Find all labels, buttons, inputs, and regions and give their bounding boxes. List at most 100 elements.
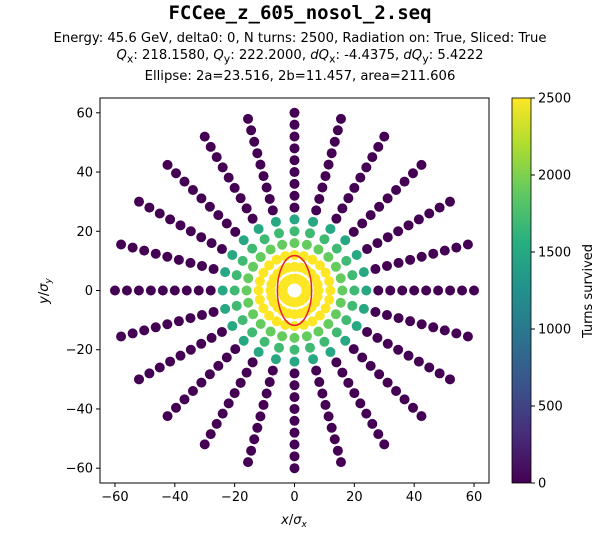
scatter-point — [462, 239, 473, 250]
scatter-point — [347, 300, 358, 311]
scatter-point — [329, 136, 340, 147]
scatter-point — [325, 223, 336, 234]
scatter-point — [199, 439, 210, 450]
scatter-point — [254, 294, 265, 305]
scatter-point — [211, 418, 222, 429]
scatter-point — [253, 347, 264, 358]
scatter-point — [289, 356, 300, 367]
scatter-point — [162, 251, 173, 262]
x-tick-label: 0 — [290, 490, 298, 505]
scatter-point — [211, 152, 222, 163]
y-tick-label: −40 — [66, 402, 93, 417]
scatter-point — [277, 331, 288, 342]
scatter-point — [249, 434, 260, 445]
scatter-point — [289, 155, 300, 166]
scatter-point — [127, 242, 138, 253]
scatter-point — [243, 273, 254, 284]
scatter-point — [382, 377, 393, 388]
scatter-point — [289, 403, 300, 414]
scatter-point — [355, 172, 366, 183]
scatter-point — [349, 182, 360, 193]
scatter-point — [413, 214, 424, 225]
colorbar-tick-label: 2000 — [538, 169, 571, 184]
scatter-point — [150, 322, 161, 333]
scatter-point — [312, 291, 323, 302]
scatter-point — [348, 344, 359, 355]
scatter-point — [199, 131, 210, 142]
scatter-point — [171, 168, 182, 179]
scatter-point — [145, 285, 156, 296]
scatter-point — [258, 399, 269, 410]
x-tick-label: −60 — [101, 490, 128, 505]
scatter-point — [301, 288, 312, 299]
scatter-point — [304, 228, 315, 239]
scatter-point — [213, 360, 224, 371]
scatter-point — [409, 285, 420, 296]
scatter-point — [267, 205, 278, 216]
scatter-point — [258, 303, 269, 314]
scatter-point — [439, 325, 450, 336]
colorbar-axis: 0 500 1000 1500 2000 2500 — [531, 92, 571, 492]
scatter-point — [329, 434, 340, 445]
scatter-point — [325, 285, 336, 296]
scatter-point — [362, 244, 373, 255]
scatter-point — [261, 182, 272, 193]
scatter-point — [444, 196, 455, 207]
scatter-point — [175, 220, 186, 231]
scatter-point — [361, 285, 372, 296]
scatter-point — [289, 202, 300, 213]
scatter-point — [196, 232, 207, 243]
scatter-point — [229, 285, 240, 296]
scatter-point — [230, 226, 241, 237]
scatter-point — [289, 178, 300, 189]
scatter-point — [397, 285, 408, 296]
scatter-point — [379, 131, 390, 142]
scatter-point — [248, 309, 259, 320]
scatter-point — [206, 332, 217, 343]
figure-title: FCCee_z_605_nosol_2.seq — [168, 2, 432, 24]
scatter-point — [335, 297, 346, 308]
scatter-point — [264, 310, 275, 321]
y-tick-label: 20 — [76, 225, 93, 240]
scatter-point — [277, 239, 288, 250]
scatter-point — [351, 249, 362, 260]
scatter-point — [320, 303, 331, 314]
colorbar-tick-label: 2500 — [538, 92, 571, 107]
scatter-point — [116, 239, 127, 250]
scatter-point — [365, 210, 376, 221]
scatter-point — [403, 350, 414, 361]
scatter-point — [341, 255, 352, 266]
scatter-point — [393, 344, 404, 355]
x-tick-label: −40 — [161, 490, 188, 505]
scatter-point — [254, 276, 265, 287]
scatter-point — [323, 251, 334, 262]
scatter-point — [264, 260, 275, 271]
scatter-point — [326, 148, 337, 159]
scatter-point — [323, 411, 334, 422]
scatter-point — [399, 176, 410, 187]
scatter-point — [243, 457, 254, 468]
y-tick-label: −20 — [66, 343, 93, 358]
scatter-point — [127, 328, 138, 339]
scatter-point — [197, 310, 208, 321]
scatter-point — [133, 285, 144, 296]
scatter-point — [451, 242, 462, 253]
scatter-point — [335, 457, 346, 468]
x-tick-label: 20 — [346, 490, 363, 505]
scatter-point — [349, 285, 360, 296]
scatter-point — [187, 386, 198, 397]
scatter-point — [301, 331, 312, 342]
scatter-point — [373, 285, 384, 296]
scatter-point — [451, 328, 462, 339]
scatter-point — [317, 182, 328, 193]
scatter-point — [165, 214, 176, 225]
scatter-point — [255, 251, 266, 262]
scatter-point — [421, 285, 432, 296]
scatter-point — [289, 119, 300, 130]
scatter-point — [340, 235, 351, 246]
scatter-point — [332, 445, 343, 456]
scatter-point — [247, 243, 258, 254]
scatter-point — [267, 365, 278, 376]
scatter-point — [255, 159, 266, 170]
